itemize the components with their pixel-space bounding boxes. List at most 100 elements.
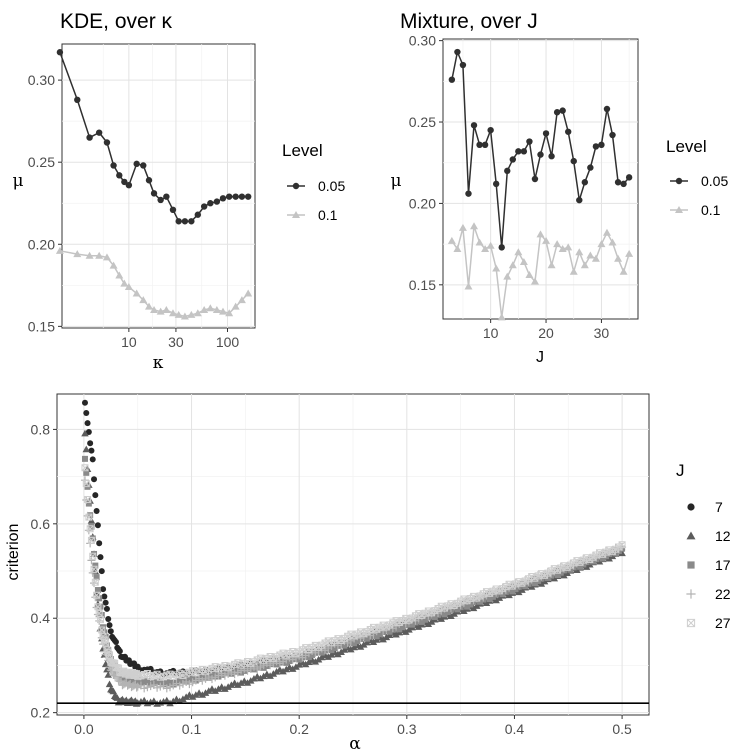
series-J-27-point bbox=[82, 480, 90, 488]
mixture-plot-area bbox=[442, 38, 639, 320]
kde-legend: Level 0.05 0.1 bbox=[282, 141, 345, 223]
legend-item-J-27: 27 bbox=[686, 615, 731, 631]
y-tick-label: 0.8 bbox=[31, 421, 51, 437]
series-0.05-point bbox=[133, 160, 140, 168]
series-J-12-point bbox=[540, 577, 549, 585]
series-J-17-point bbox=[467, 601, 474, 608]
legend-key-marker bbox=[686, 618, 696, 628]
series-0.05-point bbox=[492, 180, 500, 188]
series-0.05-point bbox=[559, 107, 566, 114]
series-J-12-point bbox=[266, 672, 274, 679]
legend-key-marker bbox=[687, 561, 695, 569]
series-J-12-point bbox=[537, 580, 546, 587]
series-0.1-point bbox=[619, 267, 628, 275]
series-J-17-point bbox=[331, 645, 338, 652]
series-J-27 bbox=[81, 464, 626, 681]
legend-label: 7 bbox=[715, 499, 723, 515]
series-0.05-point bbox=[592, 143, 600, 150]
y-tick-label: 0.25 bbox=[409, 114, 436, 130]
series-J-12-point bbox=[437, 615, 446, 622]
series-0.05-point bbox=[598, 141, 605, 149]
kde-plot-area bbox=[61, 43, 256, 329]
series-0.1-point bbox=[503, 272, 512, 280]
series-J-12-point bbox=[318, 653, 326, 661]
series-J-12-point bbox=[347, 645, 355, 653]
series-0.05-point bbox=[504, 167, 511, 175]
series-J-12-point bbox=[334, 650, 342, 658]
criterion-x-axis-label: α bbox=[349, 734, 361, 754]
y-tick-label: 0.15 bbox=[28, 318, 55, 334]
series-0.1-point bbox=[168, 309, 177, 317]
series-0.05-point bbox=[74, 96, 81, 104]
series-J-12-point bbox=[586, 560, 594, 568]
series-J-12-point bbox=[192, 691, 200, 698]
series-0.1-point bbox=[575, 248, 584, 256]
series-J-7-point bbox=[91, 476, 98, 483]
y-tick-label: 0.20 bbox=[28, 236, 55, 252]
series-0.05-point bbox=[470, 122, 478, 129]
series-0.05-point bbox=[570, 157, 577, 165]
series-0.1-point bbox=[193, 309, 202, 317]
series-J-27-point bbox=[89, 552, 97, 560]
x-tick-label: 0.3 bbox=[397, 721, 417, 737]
kde-x-axis-label: κ bbox=[153, 353, 164, 373]
series-J-12-point bbox=[372, 636, 381, 643]
criterion-legend-title: J bbox=[676, 461, 685, 480]
series-0.1-point bbox=[614, 254, 623, 262]
series-J-12-point bbox=[288, 665, 297, 672]
series-J-12-point bbox=[311, 658, 320, 665]
series-J-17-point bbox=[91, 550, 98, 557]
series-J-12-point bbox=[563, 569, 571, 576]
legend-item-J-22: 22 bbox=[686, 586, 731, 602]
series-J-17-point bbox=[186, 676, 193, 683]
series-J-12-point bbox=[595, 557, 604, 565]
series-J-12-point bbox=[363, 638, 371, 646]
series-J-12-point bbox=[527, 583, 536, 590]
series-0.05-point bbox=[207, 200, 214, 207]
series-J-7-point bbox=[94, 522, 101, 529]
series-J-12-point bbox=[201, 689, 210, 696]
series-0.1-line bbox=[59, 250, 249, 318]
series-J-12-point bbox=[314, 655, 323, 663]
y-tick-label: 0.2 bbox=[31, 705, 51, 721]
series-J-12-point bbox=[340, 646, 349, 653]
series-0.05-point bbox=[145, 177, 153, 184]
series-J-12-point bbox=[495, 594, 504, 601]
series-J-17-point bbox=[134, 677, 141, 684]
series-J-12-point bbox=[256, 674, 265, 682]
series-0.1-point bbox=[547, 261, 556, 269]
series-J-12-point bbox=[515, 588, 523, 596]
series-0.1-point bbox=[542, 236, 551, 244]
legend-key-marker bbox=[292, 182, 300, 190]
series-J-12-point bbox=[401, 628, 410, 635]
x-tick-label: 0.4 bbox=[505, 721, 525, 737]
legend-label: 12 bbox=[715, 528, 731, 544]
series-0.05-point bbox=[548, 153, 555, 160]
series-0.05-point bbox=[140, 162, 147, 169]
series-J-17-point bbox=[81, 455, 88, 462]
series-0.05-point bbox=[232, 193, 239, 200]
series-0.1-point bbox=[608, 238, 617, 246]
series-J-12-point bbox=[482, 599, 491, 607]
series-0.05-point bbox=[454, 48, 461, 56]
series-J-12-point bbox=[450, 610, 458, 617]
series-J-17-point bbox=[189, 675, 196, 682]
series-0.1-point bbox=[602, 228, 611, 236]
series-0.1-point bbox=[519, 258, 528, 266]
legend-label: 0.05 bbox=[318, 178, 345, 194]
series-0.05-point bbox=[103, 139, 111, 146]
x-tick-label: 0.5 bbox=[612, 721, 632, 737]
series-0.05-point bbox=[200, 203, 208, 210]
series-J-12-point bbox=[382, 633, 391, 641]
series-0.1-point bbox=[200, 305, 209, 313]
legend-key-marker bbox=[675, 206, 683, 213]
series-J-17-point bbox=[577, 563, 584, 570]
series-J-27-point bbox=[96, 616, 104, 624]
series-0.1-point bbox=[536, 230, 545, 238]
legend-item-0.1: 0.1 bbox=[287, 207, 338, 223]
series-J-7-point bbox=[97, 554, 104, 561]
series-J-12-point bbox=[618, 549, 626, 557]
series-J-12-point bbox=[605, 554, 613, 562]
series-0.1-point bbox=[475, 238, 484, 246]
series-0.05-point bbox=[188, 218, 195, 225]
